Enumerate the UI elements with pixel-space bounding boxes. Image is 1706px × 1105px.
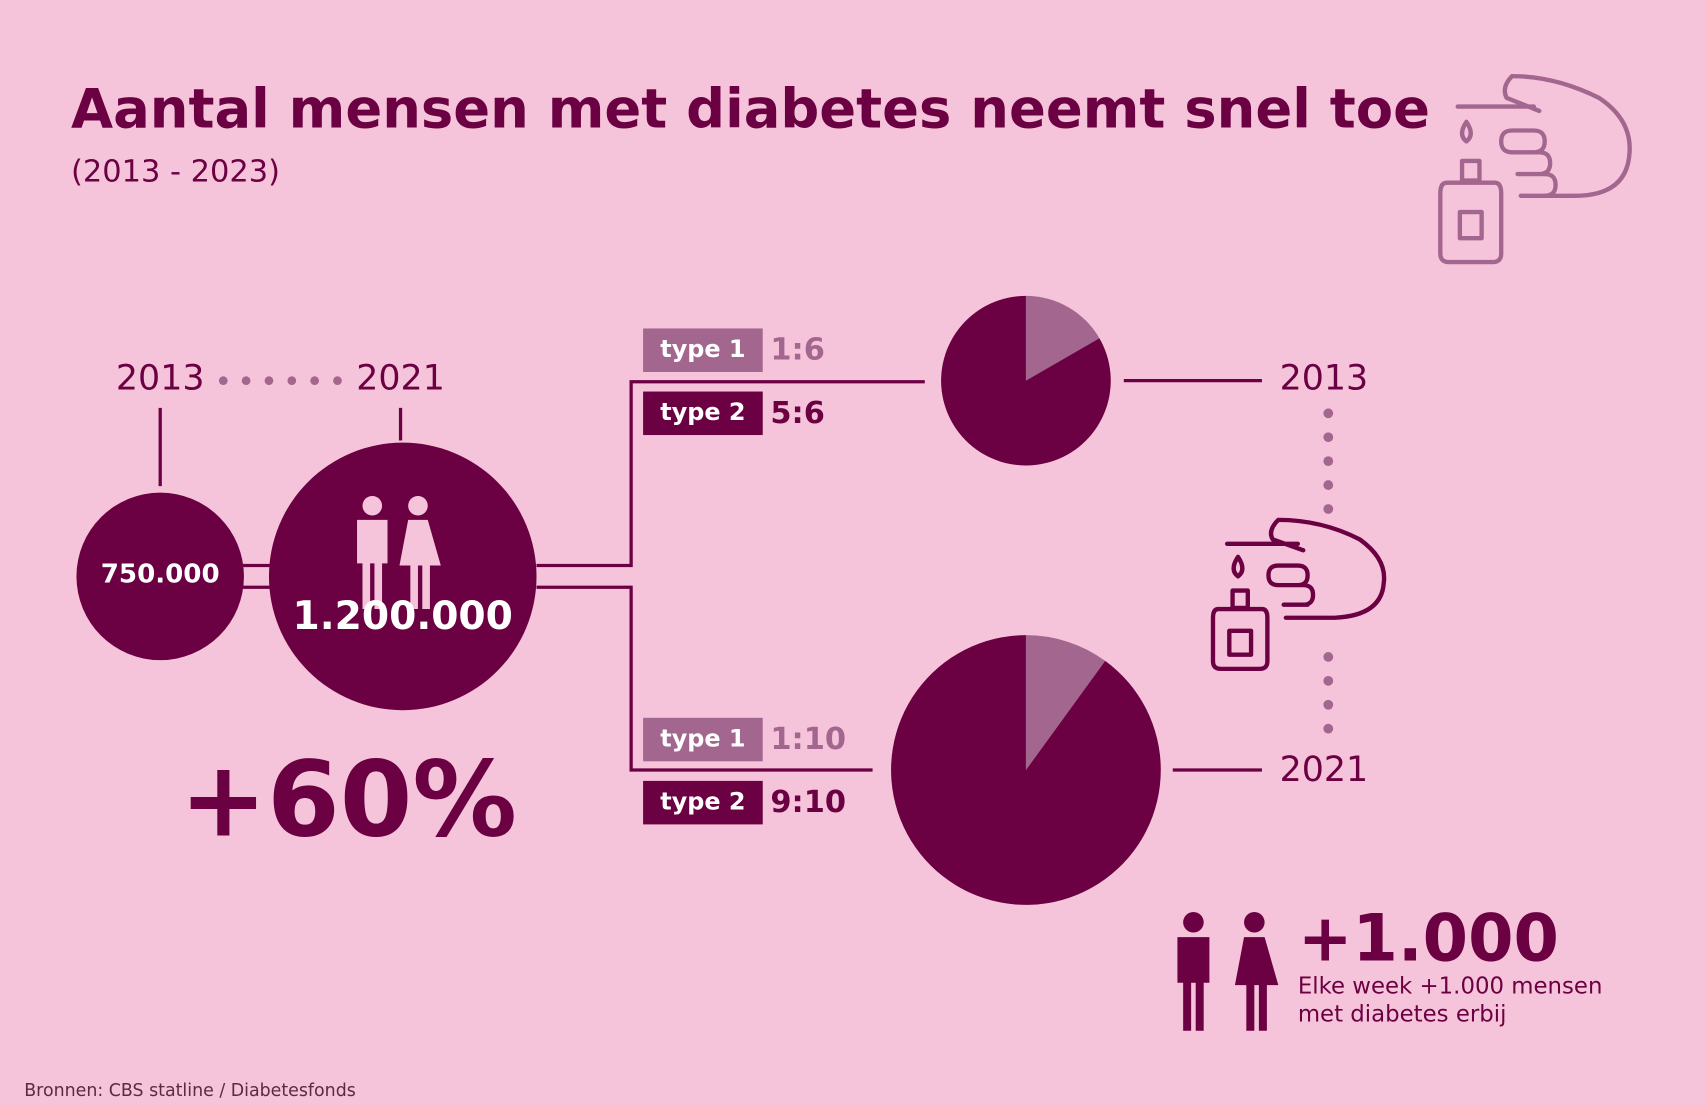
pie-slice: [1025, 295, 1100, 381]
subtitle: (2013 - 2023): [71, 154, 280, 189]
dotted-connector: [1323, 408, 1334, 734]
type-box: [643, 780, 763, 825]
title: Aantal mensen met diabetes neemt snel to…: [71, 77, 1430, 140]
count-label: 750.000: [101, 559, 220, 589]
year-label: 2013: [116, 358, 205, 398]
count-label: 1.200.000: [293, 594, 513, 639]
pie-slice: [891, 635, 1161, 905]
type-label: type 1: [660, 724, 745, 752]
ratio-label: 9:10: [770, 785, 846, 820]
ratio-layer: type 1 1:6 type 2 5:6 type 1 1:10 type 2 9:10: [643, 295, 1161, 905]
pie-slice: [1025, 635, 1106, 771]
weekly-text: Elke week +1.000 mensen: [1298, 973, 1603, 999]
ratio-label: 1:6: [770, 333, 825, 368]
ratio-label: 1:10: [770, 722, 846, 757]
count-circle: [268, 442, 537, 711]
dotted-connector: [218, 376, 342, 386]
hand-icon: [1438, 73, 1632, 265]
type-box: [643, 391, 763, 436]
weekly-headline: +1.000: [1298, 901, 1559, 977]
pie-slice: [941, 295, 1111, 466]
branch-line: [536, 585, 873, 772]
ratio-label: 5:6: [770, 396, 825, 431]
type-label: type 1: [660, 335, 745, 363]
type-label: type 2: [660, 788, 745, 816]
count-circle: [76, 492, 244, 661]
change-label: +60%: [180, 738, 517, 860]
type-box: [643, 328, 763, 372]
year-label: 2013: [1280, 358, 1369, 398]
year-label: 2021: [356, 358, 445, 398]
type-box: [643, 717, 763, 762]
hand-icon: [1210, 517, 1387, 672]
type-label: type 2: [660, 398, 745, 426]
year-label: 2021: [1280, 750, 1369, 790]
weekly-text: met diabetes erbij: [1298, 1002, 1507, 1028]
branch-line: [536, 380, 925, 568]
source: Bronnen: CBS statline / Diabetesfonds: [24, 1081, 356, 1101]
